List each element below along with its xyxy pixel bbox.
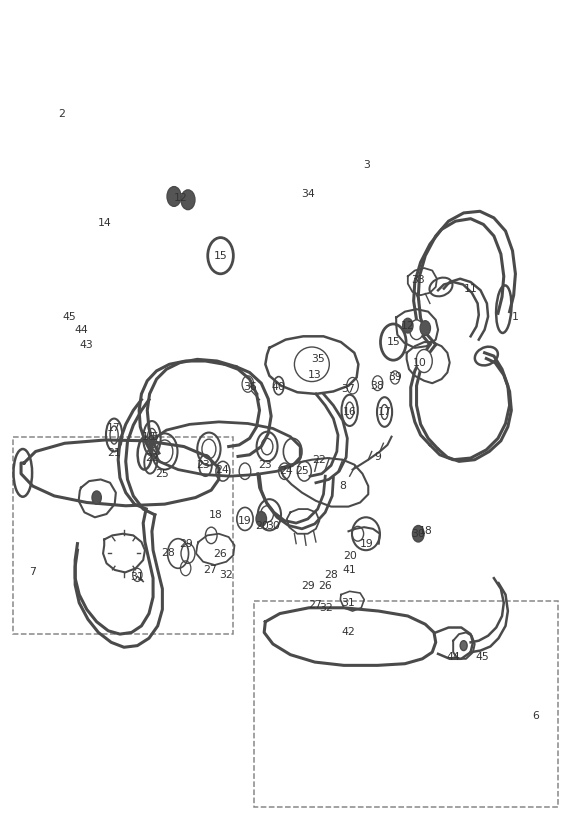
Text: 29: 29 [301,582,315,592]
Circle shape [416,349,432,372]
Text: 31: 31 [342,598,356,608]
Text: 45: 45 [475,652,489,662]
Text: 1: 1 [512,312,519,322]
Text: 23: 23 [196,461,210,471]
Text: 3: 3 [364,160,371,171]
Text: 36: 36 [243,382,257,392]
Text: 18: 18 [209,510,223,520]
Text: 13: 13 [308,370,322,380]
Text: 32: 32 [319,603,333,613]
Text: 27: 27 [308,601,322,611]
Text: 35: 35 [311,353,325,363]
Circle shape [92,491,101,504]
Text: 16: 16 [142,432,156,442]
Circle shape [413,526,424,542]
Text: 42: 42 [342,627,356,638]
Text: 26: 26 [318,582,332,592]
Text: 15: 15 [213,250,227,260]
Circle shape [420,321,430,335]
Text: 24: 24 [215,465,229,475]
Text: 38: 38 [371,381,384,391]
Text: 34: 34 [301,189,315,199]
Text: 8: 8 [339,481,346,491]
Text: 32: 32 [219,570,233,580]
Text: 19: 19 [238,516,252,526]
Text: 21: 21 [107,448,121,458]
Text: 10: 10 [413,358,426,368]
Text: 20: 20 [343,551,357,561]
Text: 28: 28 [161,549,175,559]
Circle shape [410,320,423,339]
Text: 20: 20 [255,521,269,531]
Circle shape [256,512,266,527]
Text: 40: 40 [272,382,286,392]
Text: 30: 30 [266,521,280,531]
Text: 11: 11 [463,283,477,293]
Text: 16: 16 [343,407,357,417]
Text: 33: 33 [412,275,425,285]
Text: 45: 45 [62,312,76,322]
Text: 39: 39 [388,372,402,382]
Text: 29: 29 [179,539,192,549]
Circle shape [460,641,467,651]
Text: 12: 12 [174,193,188,204]
Text: 2: 2 [58,110,65,119]
Text: 44: 44 [74,325,88,335]
Text: 23: 23 [258,461,272,471]
Text: 37: 37 [342,384,356,394]
Bar [13,437,233,634]
Text: 43: 43 [80,339,94,349]
Text: 25: 25 [156,469,169,479]
Text: 12: 12 [401,321,415,330]
Text: 9: 9 [374,452,381,462]
Text: 28: 28 [324,570,338,580]
Text: 15: 15 [387,337,400,347]
Text: 30: 30 [412,529,425,539]
Text: 44: 44 [447,652,460,662]
Text: 22: 22 [145,453,159,463]
Circle shape [167,186,181,206]
Text: 19: 19 [360,539,374,549]
Circle shape [403,318,413,333]
Text: 31: 31 [131,572,144,582]
Text: 17: 17 [378,407,391,417]
Text: 27: 27 [203,565,217,575]
Text: 14: 14 [97,218,111,227]
Text: 18: 18 [419,527,432,536]
Bar [254,602,558,807]
Text: 6: 6 [532,711,539,721]
Text: 22: 22 [312,455,326,465]
Text: 25: 25 [295,466,309,476]
Text: 7: 7 [29,568,36,578]
Text: 5: 5 [152,432,158,442]
Circle shape [181,190,195,209]
Text: 17: 17 [107,424,121,433]
Text: 41: 41 [343,565,357,575]
Text: 26: 26 [213,550,227,559]
Text: 24: 24 [279,466,293,476]
